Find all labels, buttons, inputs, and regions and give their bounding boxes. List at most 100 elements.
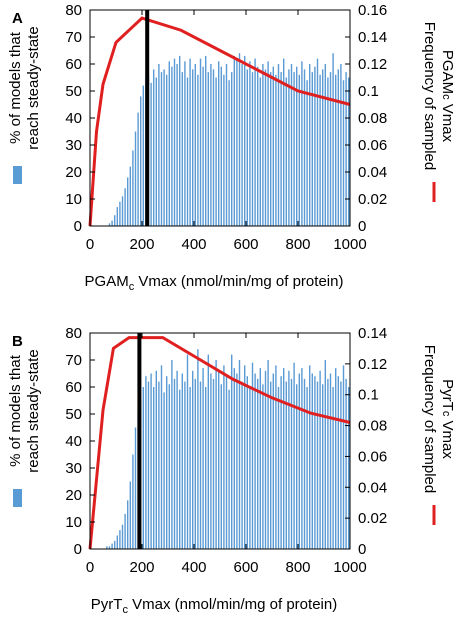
bar-b-33: [192, 370, 194, 549]
bar-a-47: [231, 72, 233, 226]
bar-a-27: [179, 55, 181, 227]
bar-a-63: [272, 66, 274, 226]
y2-tick-label-b: 0.08: [358, 418, 387, 435]
x-tick-label-a: 1000: [333, 236, 366, 253]
y2-axis-label-line2-b: PyrTc Vmax: [439, 379, 456, 459]
bar-b-83: [322, 384, 324, 549]
bar-b-60: [262, 384, 264, 549]
bar-a-40: [212, 69, 215, 227]
frequency-line-b: [88, 336, 351, 550]
bar-a-67: [283, 58, 285, 226]
y-tick-label-b: 0: [74, 541, 82, 558]
bar-b-7: [124, 513, 126, 549]
bar-a-35: [199, 58, 202, 226]
axes-frame-b: [89, 332, 351, 550]
bar-a-68: [285, 77, 287, 226]
bar-a-2: [114, 215, 116, 226]
x-tick-label-a: 200: [129, 236, 154, 253]
bar-a-44: [223, 74, 225, 226]
bar-b-36: [199, 381, 202, 549]
y2-axis-label-line2-a: PGAMc Vmax: [439, 50, 456, 143]
bar-a-39: [210, 64, 212, 226]
y-axis-label-b: % of models that reach steady-state: [7, 349, 42, 507]
x-tick-label-a: 400: [181, 236, 206, 253]
bar-b-89: [337, 376, 339, 549]
bar-b-32: [189, 387, 191, 549]
bar-a-77: [309, 64, 311, 226]
bar-b-80: [314, 376, 316, 549]
bar-a-51: [241, 64, 243, 226]
y-tick-label-a: 10: [65, 191, 82, 208]
ticks-a: 0 200 400 600 800 10000102030405060708000.020…: [65, 2, 387, 253]
bar-b-35: [197, 349, 199, 549]
bar-a-41: [215, 77, 217, 226]
bar-a-82: [322, 69, 324, 227]
bar-b-46: [225, 376, 228, 549]
bar-a-66: [280, 72, 282, 226]
y-axis-label-line1-a: % of models that: [7, 31, 24, 144]
y-tick-label-b: 80: [65, 325, 82, 342]
bar-b-54: [246, 376, 248, 549]
bar-b-61: [264, 370, 267, 549]
bar-b-29: [181, 373, 183, 549]
bar-a-70: [290, 64, 293, 226]
bar-a-55: [251, 72, 254, 226]
bar-a-80: [316, 58, 319, 226]
bar-b-14: [142, 387, 144, 549]
y-axis-label-a: % of models that reach steady-state: [7, 26, 42, 184]
y-tick-label-a: 20: [65, 164, 82, 181]
bar-a-30: [186, 77, 189, 226]
bar-b-78: [309, 365, 311, 549]
bar-a-8: [129, 166, 131, 226]
bar-a-88: [337, 69, 339, 227]
bar-a-81: [319, 74, 321, 226]
bar-b-74: [298, 373, 300, 549]
bar-b-4: [116, 535, 118, 549]
y-tick-label-a: 60: [65, 56, 82, 73]
frequency-line-a: [88, 16, 351, 227]
bar-b-27: [176, 370, 178, 549]
bar-a-16: [150, 82, 152, 227]
bar-b-9: [129, 481, 131, 549]
bar-a-29: [184, 61, 186, 226]
bar-b-70: [288, 370, 290, 549]
y2-tick-label-a: 0.1: [358, 83, 379, 100]
bar-b-53: [244, 365, 246, 549]
x-tick-label-b: 400: [181, 559, 206, 576]
bar-b-20: [158, 381, 160, 549]
bar-a-92: [348, 77, 350, 226]
bar-b-50: [236, 373, 238, 549]
y2-tick-label-b: 0.02: [358, 510, 387, 527]
bar-b-65: [275, 365, 277, 549]
bar-a-65: [277, 64, 280, 226]
bar-a-33: [194, 64, 196, 226]
bar-a-5: [121, 196, 124, 226]
bar-a-90: [342, 80, 345, 226]
bar-a-76: [306, 80, 308, 226]
bar-b-81: [316, 381, 319, 549]
y2-tick-label-a: 0.16: [358, 2, 387, 19]
y2-tick-label-b: 0.06: [358, 448, 387, 465]
bar-a-73: [298, 74, 300, 226]
y-tick-label-b: 70: [65, 352, 82, 369]
bar-b-90: [340, 381, 342, 549]
y2-axis-label-a: Frequency of sampled PGAMc Vmax: [421, 22, 456, 202]
bar-a-71: [293, 72, 295, 226]
bar-b-73: [296, 384, 298, 549]
axes-frame-a: [89, 9, 351, 227]
bar-b-47: [228, 389, 230, 549]
y-tick-label-a: 0: [74, 218, 82, 235]
y-tick-label-b: 10: [65, 514, 82, 531]
bar-a-19: [158, 64, 160, 226]
bar-b-30: [184, 381, 186, 549]
bar-b-11: [134, 427, 137, 549]
bar-b-25: [171, 360, 173, 549]
bar-b-5: [119, 530, 121, 549]
bar-b-17: [150, 373, 152, 549]
bar-b-67: [280, 376, 282, 549]
bar-b-52: [241, 381, 243, 549]
bar-b-8: [127, 500, 129, 549]
y2-tick-label-a: 0.12: [358, 56, 387, 73]
bar-a-60: [264, 69, 267, 227]
